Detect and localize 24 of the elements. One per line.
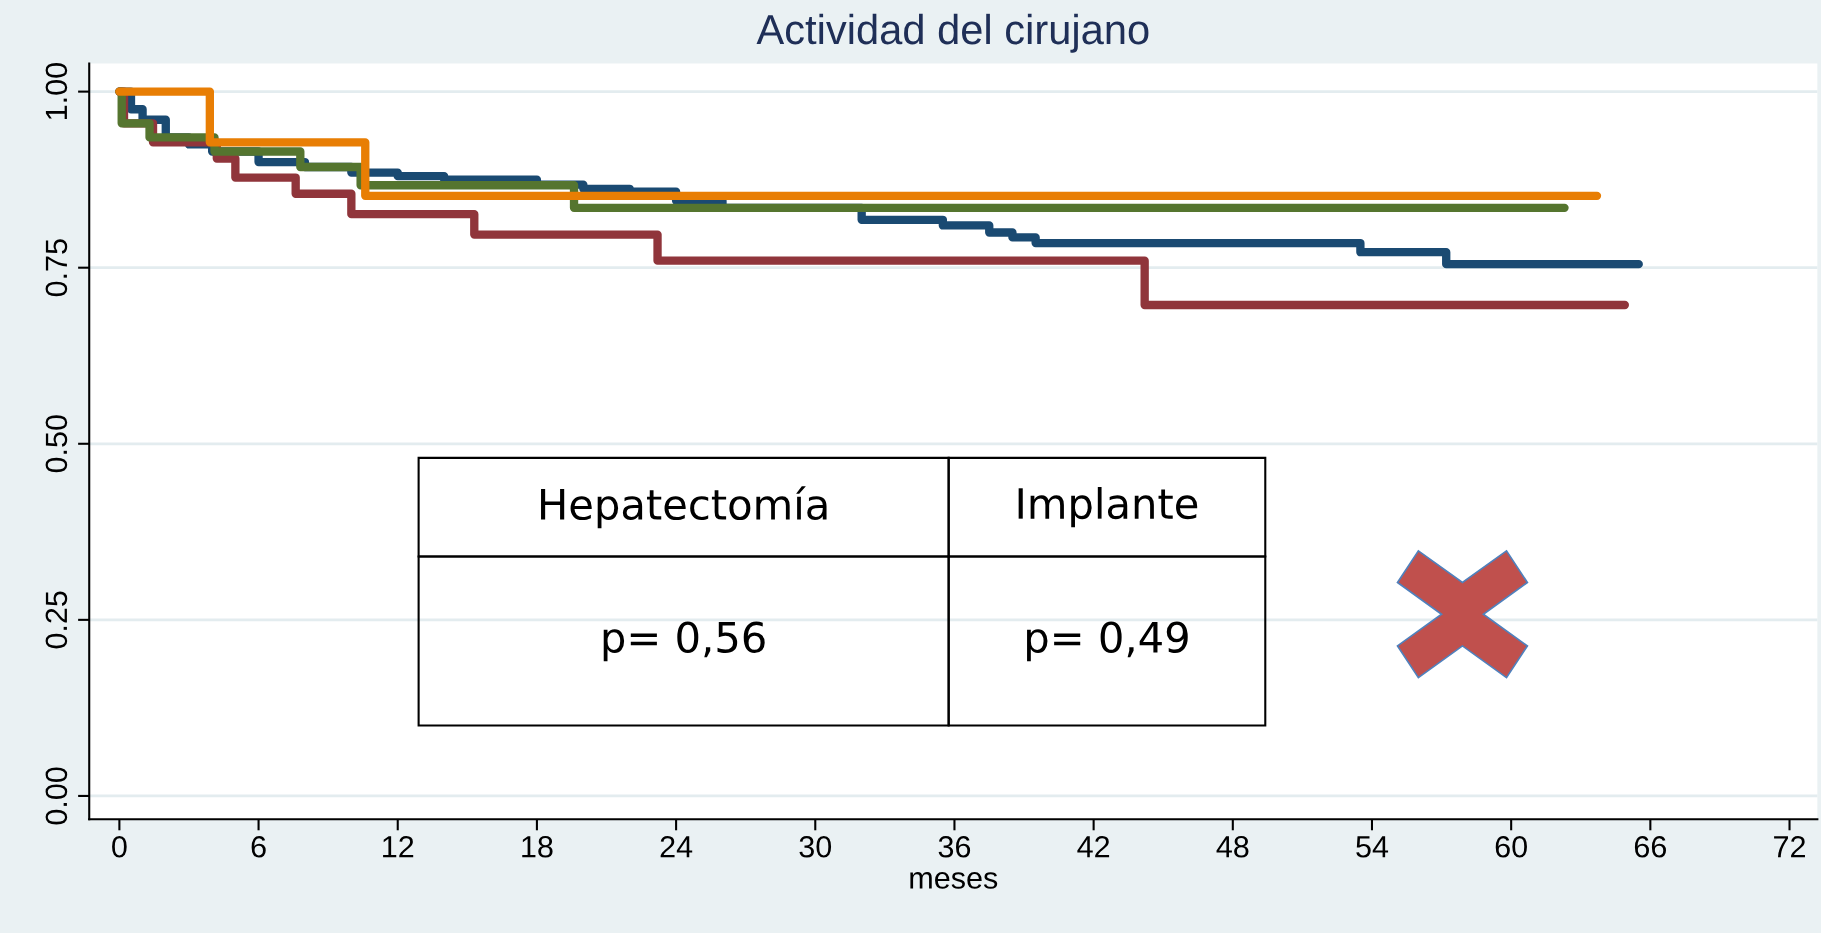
x-tick-label: 6 xyxy=(251,835,266,858)
annotation: p= 0,49 xyxy=(1027,621,1188,662)
y-tick-label: 0.75 xyxy=(45,239,68,297)
x-tick-label: 72 xyxy=(1774,835,1805,858)
annotation: Implante xyxy=(1018,487,1198,528)
y-tick-label: 0.25 xyxy=(45,591,68,649)
annotation: Hepatectomía xyxy=(541,486,827,529)
x-axis-title: meses xyxy=(910,872,998,889)
x-tick-label: 54 xyxy=(1356,836,1389,858)
y-tick-label: 1.00 xyxy=(45,63,68,120)
chart-title: Actividad del cirujano xyxy=(756,13,1149,53)
x-tick-label: 60 xyxy=(1495,835,1527,858)
x-tick-label: 30 xyxy=(799,835,832,858)
x-tick-label: 66 xyxy=(1634,835,1666,858)
y-tick-label: 0.50 xyxy=(45,415,68,473)
x-tick-label: 18 xyxy=(522,835,553,858)
x-tick-label: 36 xyxy=(938,835,971,858)
x-tick-label: 48 xyxy=(1216,835,1249,858)
x-tick-label: 12 xyxy=(383,835,414,858)
x-tick-label: 24 xyxy=(660,835,693,858)
x-tick-label: 42 xyxy=(1077,835,1110,858)
y-tick-label: 0.00 xyxy=(45,767,68,825)
x-tick-label: 0 xyxy=(112,835,127,858)
annotation: p= 0,56 xyxy=(603,621,765,662)
